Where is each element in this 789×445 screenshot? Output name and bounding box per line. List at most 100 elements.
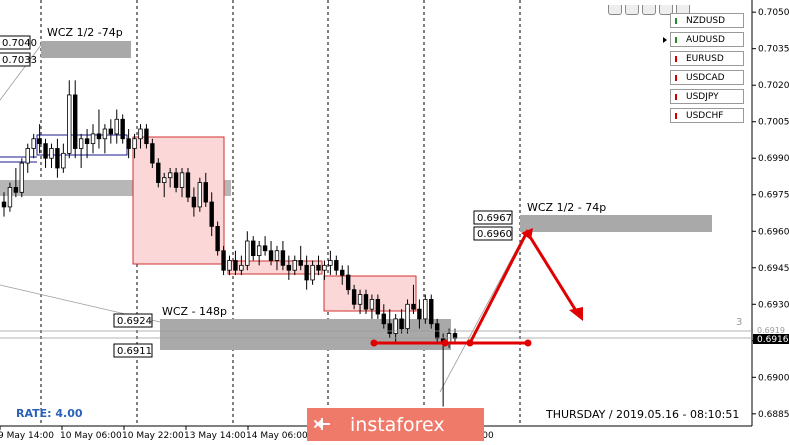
forecast-arrowhead-down <box>569 307 583 321</box>
candle-body <box>423 299 428 320</box>
symbol-label: NZDUSD <box>686 16 726 26</box>
candle-body <box>84 138 90 145</box>
time-tick-label: 13 May 14:00 <box>184 431 246 441</box>
candle-body <box>268 250 274 261</box>
symbol-button-usdchf[interactable]: USDCHF <box>670 108 744 123</box>
candle-body <box>304 264 309 281</box>
current-price-tag: 0.6916 <box>757 335 789 345</box>
candle-body <box>322 264 327 271</box>
grey-price-tag-bg <box>753 325 789 334</box>
forecast-point-4 <box>524 339 532 347</box>
corner-number: 3 <box>736 317 742 328</box>
price-tick-label: 0.7050 <box>758 8 789 18</box>
candle-body <box>340 269 345 276</box>
candle-body <box>387 323 392 334</box>
candle-body <box>233 260 238 271</box>
price-tick-label: 0.7035 <box>758 45 789 55</box>
candle-body <box>25 148 30 164</box>
symbol-button-usdjpy[interactable]: USDJPY <box>670 89 744 104</box>
candle-body <box>405 303 410 330</box>
tile-icon[interactable] <box>642 5 656 15</box>
candle-body <box>167 172 173 179</box>
symbol-label: EURUSD <box>686 54 724 64</box>
minimize-icon[interactable] <box>608 5 622 15</box>
symbol-label: USDJPY <box>686 92 719 102</box>
candle-body <box>393 318 398 334</box>
price-tick-label: 0.7005 <box>758 118 789 128</box>
candle-body <box>156 162 161 183</box>
current-price-tag-bg <box>753 332 789 344</box>
candle-body <box>292 260 297 271</box>
candle-body <box>61 152 66 169</box>
candle-body <box>345 274 351 291</box>
zone-wcz-half-lower <box>520 215 712 232</box>
candle-body <box>286 264 292 271</box>
candle-body <box>375 299 381 315</box>
trend-marker-icon <box>675 56 679 62</box>
candle-body <box>262 245 268 252</box>
price-tick-label: 0.6990 <box>758 154 789 164</box>
candle-body <box>310 264 315 281</box>
candle-body <box>7 187 13 208</box>
candle-body <box>31 138 36 149</box>
price-tick-label: 0.7020 <box>758 81 789 91</box>
price-axis: 0.7050 0.7035 0.7020 0.7005 0.6990 0.6975 0.69… <box>752 8 789 420</box>
candle-body <box>381 313 386 325</box>
symbol-button-usdcad[interactable]: USDCAD <box>670 70 744 85</box>
candle-body <box>114 118 119 135</box>
candle-body <box>334 260 339 271</box>
symbol-button-eurusd[interactable]: EURUSD <box>670 51 744 66</box>
price-tag-6911: 0.6911 <box>117 346 152 357</box>
candle-body <box>203 182 208 203</box>
symbol-button-nzdusd[interactable]: NZDUSD <box>670 13 744 28</box>
zone-label-full: WCZ - 148p <box>162 305 227 318</box>
candle-body <box>67 94 72 154</box>
candle-body <box>102 128 108 140</box>
plot-area <box>0 0 752 426</box>
time-tick-label: 10 May 22:00 <box>122 431 184 441</box>
candle-body <box>399 318 404 330</box>
candle-body <box>280 250 286 266</box>
maximize-icon[interactable] <box>659 5 673 15</box>
candle-body <box>162 177 167 183</box>
forecast-point-1 <box>370 339 378 347</box>
forecast-point-2 <box>441 339 449 347</box>
zone-wcz-half-upper <box>41 41 131 58</box>
candle-body <box>126 138 131 149</box>
candle-body <box>179 172 185 188</box>
candle-body <box>120 118 125 140</box>
candle-body <box>227 260 232 271</box>
price-tick-label: 0.6975 <box>758 191 789 201</box>
candle-body <box>191 196 197 208</box>
candle-body <box>411 303 416 310</box>
trend-marker-icon <box>675 18 679 24</box>
watermark-text: instaforex <box>350 414 445 436</box>
candle-body <box>49 148 54 159</box>
candle-body <box>363 294 369 310</box>
symbol-label: USDCAD <box>686 73 725 83</box>
grey-price-tag: 0.6919 <box>757 326 785 335</box>
window-buttons[interactable] <box>608 0 693 19</box>
symbol-button-audusd[interactable]: AUDUSD <box>663 32 744 47</box>
price-tick-label: 0.6960 <box>758 227 789 237</box>
watermark-logo-icon <box>313 418 330 430</box>
candle-body <box>185 172 191 198</box>
candle-body <box>251 240 256 257</box>
candle-body <box>239 264 244 271</box>
candle-body <box>328 260 333 266</box>
price-tick-label: 0.6945 <box>758 264 789 274</box>
price-tick-label: 0.6930 <box>758 300 789 310</box>
time-tick-label: 10 May 06:00 <box>60 431 122 441</box>
candle-body <box>369 299 375 310</box>
candle-body <box>132 138 137 149</box>
trend-marker-icon <box>675 75 679 81</box>
forecast-point-3 <box>466 339 474 347</box>
restore-icon[interactable] <box>625 5 639 15</box>
price-tag-6960: 0.6960 <box>477 229 512 240</box>
candle-body <box>19 162 25 193</box>
symbol-list: NZDUSD AUDUSD EURUSD USDCAD USDJPY USDCHF <box>663 13 744 127</box>
candle-body <box>417 308 422 320</box>
candle-body <box>221 250 226 271</box>
candle-body <box>144 128 149 145</box>
